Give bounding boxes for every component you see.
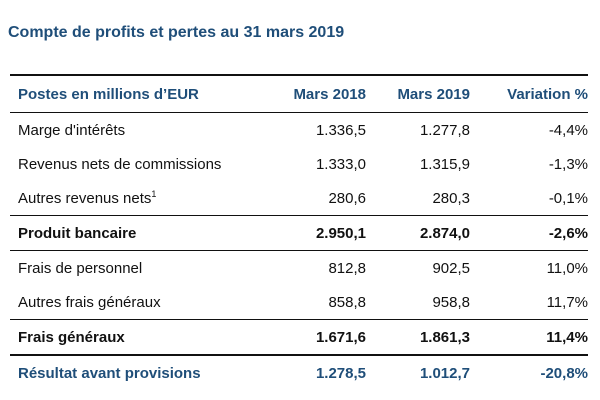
row-label: Frais de personnel [10, 260, 270, 277]
table-header-row: Postes en millions d’EUR Mars 2018 Mars … [10, 76, 588, 113]
value-mars-2018: 1.336,5 [315, 121, 366, 139]
value-variation: -0,1% [548, 189, 588, 207]
value-mars-2019: 902,5 [432, 259, 470, 277]
table-row: Revenus nets de commissions 1.333,0 1.315,… [10, 147, 588, 181]
row-label: Frais généraux [10, 329, 270, 346]
value-mars-2019: 280,3 [432, 189, 470, 207]
value-variation: 11,4% [546, 328, 588, 346]
header-mars-2018: Mars 2018 [293, 85, 366, 103]
row-label-text: Autres revenus nets [18, 190, 152, 207]
row-label-text: Revenus nets de commissions [18, 155, 222, 173]
row-label: Autres revenus nets1 [10, 189, 270, 207]
row-label-text: Résultat avant provisions [18, 364, 201, 382]
value-mars-2019: 958,8 [432, 293, 470, 311]
value-mars-2018: 280,6 [328, 189, 366, 207]
value-variation: -2,6% [548, 224, 588, 242]
table-row: Marge d'intérêts 1.336,5 1.277,8 -4,4% [10, 113, 588, 147]
table-row: Frais généraux 1.671,6 1.861,3 11,4% [10, 319, 588, 355]
table-row: Résultat avant provisions 1.278,5 1.012,7 -… [10, 355, 588, 390]
value-mars-2018: 858,8 [328, 293, 366, 311]
value-variation: -4,4% [548, 121, 588, 139]
row-label-text: Autres frais généraux [18, 293, 161, 311]
row-label-text: Marge d'intérêts [18, 121, 126, 139]
row-label: Revenus nets de commissions [10, 156, 270, 173]
row-label-text: Frais de personnel [18, 259, 143, 277]
profit-loss-table: Postes en millions d’EUR Mars 2018 Mars … [10, 74, 588, 390]
value-mars-2019: 1.012,7 [419, 364, 470, 382]
row-label: Marge d'intérêts [10, 122, 270, 139]
value-mars-2019: 2.874,0 [419, 224, 470, 242]
value-mars-2019: 1.277,8 [419, 121, 470, 139]
value-mars-2019: 1.315,9 [419, 155, 470, 173]
value-mars-2018: 1.333,0 [315, 155, 366, 173]
value-variation: -20,8% [540, 364, 588, 382]
row-label: Produit bancaire [10, 225, 270, 242]
page-title: Compte de profits et pertes au 31 mars 2… [8, 24, 345, 41]
table-row: Frais de personnel 812,8 902,5 11,0% [10, 251, 588, 285]
value-mars-2018: 2.950,1 [315, 224, 366, 242]
value-mars-2018: 1.278,5 [315, 364, 366, 382]
table-row: Produit bancaire 2.950,1 2.874,0 -2,6% [10, 215, 588, 251]
row-label: Résultat avant provisions [10, 365, 270, 382]
row-label-text: Produit bancaire [18, 224, 137, 242]
header-postes: Postes en millions d’EUR [18, 85, 199, 103]
value-variation: 11,0% [546, 259, 588, 277]
row-label-text: Frais généraux [18, 328, 125, 346]
value-mars-2018: 812,8 [328, 259, 366, 277]
value-variation: -1,3% [548, 155, 588, 173]
row-label: Autres frais généraux [10, 294, 270, 311]
header-variation: Variation % [507, 85, 588, 103]
table-row: Autres revenus nets1 280,6 280,3 -0,1% [10, 181, 588, 215]
header-mars-2019: Mars 2019 [397, 85, 470, 103]
table-row: Autres frais généraux 858,8 958,8 11,7% [10, 285, 588, 319]
footnote-marker: 1 [151, 189, 157, 199]
table-body: Marge d'intérêts 1.336,5 1.277,8 -4,4% Reven… [10, 113, 588, 390]
value-variation: 11,7% [546, 293, 588, 311]
value-mars-2018: 1.671,6 [315, 328, 366, 346]
value-mars-2019: 1.861,3 [419, 328, 470, 346]
